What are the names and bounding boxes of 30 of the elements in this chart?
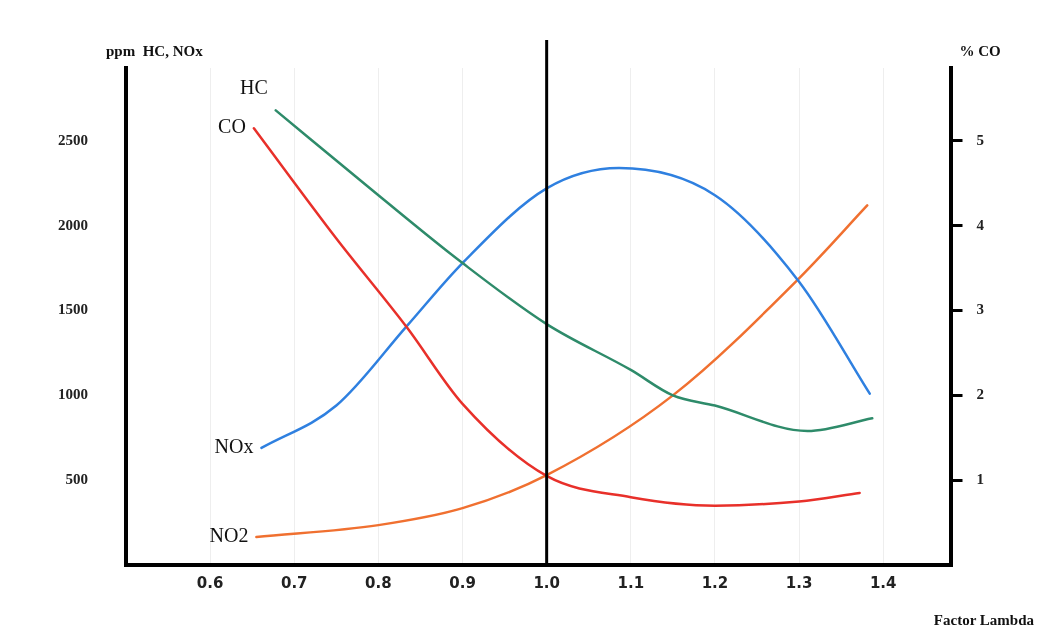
x-tick-label: 1.2 <box>701 573 729 592</box>
line-series <box>260 166 871 450</box>
line-series <box>252 126 861 507</box>
y2-tick-label: 2 <box>976 386 984 403</box>
x-tick-label: 1.1 <box>617 573 645 592</box>
series-label: NOx <box>214 435 254 458</box>
x-axis-title: Factor Lambda <box>933 612 1035 629</box>
x-tick-label: 1.3 <box>785 573 813 592</box>
y-tick-label: 2000 <box>58 216 88 233</box>
x-tick-label: 0.9 <box>449 573 476 592</box>
y-tick-label: 1500 <box>58 301 88 318</box>
series-label: NO2 <box>209 524 249 547</box>
y-tick-label: 2500 <box>58 131 88 148</box>
series-label: CO <box>218 115 246 138</box>
y-axis-title: ppm HC, NOx <box>106 43 204 60</box>
y2-tick-label: 4 <box>976 216 985 233</box>
y-tick-label: 500 <box>65 471 88 488</box>
x-tick-label: 1.4 <box>869 573 897 592</box>
x-tick-label: 0.8 <box>365 573 392 592</box>
x-tick-label: 0.7 <box>280 573 308 592</box>
y2-tick-label: 5 <box>976 131 984 148</box>
y2-axis-title: % CO <box>959 43 1001 60</box>
y-tick-label: 1000 <box>58 386 88 403</box>
line-series <box>255 204 869 539</box>
y2-tick-label: 1 <box>976 471 984 488</box>
line-series <box>274 109 874 433</box>
x-tick-label: 1.0 <box>533 573 560 592</box>
series-label: HC <box>239 75 268 98</box>
x-tick-label: 0.6 <box>196 573 224 592</box>
y2-tick-label: 3 <box>976 301 984 318</box>
